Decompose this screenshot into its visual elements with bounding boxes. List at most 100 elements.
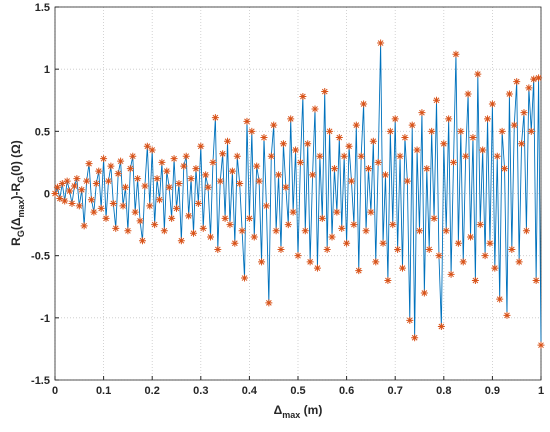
marker [238,227,246,235]
marker [442,227,450,235]
marker [287,115,295,123]
x-tick-label: 0.2 [145,385,160,397]
marker [454,239,462,247]
marker [318,214,326,222]
marker [522,227,530,235]
marker [155,196,163,204]
marker [61,197,69,205]
marker [146,202,154,210]
marker [340,152,348,160]
marker [408,121,416,129]
marker [450,158,458,166]
marker [447,270,455,278]
marker [484,115,492,123]
marker [136,217,144,225]
marker [185,212,193,220]
marker [338,224,346,232]
marker [345,142,353,150]
label-part: G [16,176,26,183]
marker [107,162,115,170]
y-tick-label: 1 [44,64,50,76]
marker [423,165,431,173]
marker [170,155,178,163]
marker [537,341,545,349]
y-tick-label: -1 [40,313,50,325]
marker [236,180,244,188]
marker [187,175,195,183]
marker [396,152,404,160]
marker [406,316,414,324]
marker [459,258,467,266]
marker [437,323,445,331]
marker [221,214,229,222]
marker [207,233,215,241]
marker [51,190,59,197]
marker [367,208,375,216]
marker [226,221,234,229]
marker [211,114,219,122]
marker [398,264,406,272]
marker [440,140,448,148]
marker [119,202,127,210]
marker [369,137,377,145]
marker [245,214,253,222]
marker [401,134,409,142]
y-tick-label: 1.5 [35,2,50,14]
marker [416,227,423,235]
marker [486,239,494,247]
label-part: R [9,237,23,246]
marker [199,224,207,232]
marker [284,221,292,229]
marker [131,208,139,216]
marker [306,258,314,266]
marker [228,167,236,175]
marker [95,167,103,175]
marker [294,252,302,260]
marker [68,199,76,207]
marker [58,180,66,188]
marker [289,208,297,216]
marker [138,237,146,245]
marker [102,214,110,222]
marker [73,175,81,183]
marker [505,90,513,98]
marker [160,227,168,235]
marker [496,295,504,303]
marker [445,115,453,123]
marker [104,177,112,185]
marker [231,239,239,247]
marker [515,258,523,266]
marker [177,237,185,245]
marker [488,100,496,108]
marker [452,50,460,58]
marker [165,183,173,191]
marker [389,221,397,229]
marker [309,171,317,179]
marker [66,187,74,195]
marker [347,177,355,185]
marker [121,183,129,191]
marker [513,78,521,86]
marker [355,267,363,275]
marker [525,84,533,92]
marker [141,182,149,190]
marker [491,264,499,272]
marker [190,229,198,237]
marker [175,180,183,188]
marker [180,162,188,170]
marker [403,177,411,185]
marker [173,204,180,212]
marker [75,202,83,210]
x-tick-label: 0.1 [96,385,111,397]
marker [481,252,489,260]
marker [362,227,370,235]
x-axis-label: Δmax (m) [274,403,323,420]
marker [493,152,501,160]
marker [418,109,426,117]
marker [476,221,484,229]
marker [520,109,528,117]
marker [224,137,232,145]
marker [474,70,482,78]
marker [498,127,506,135]
